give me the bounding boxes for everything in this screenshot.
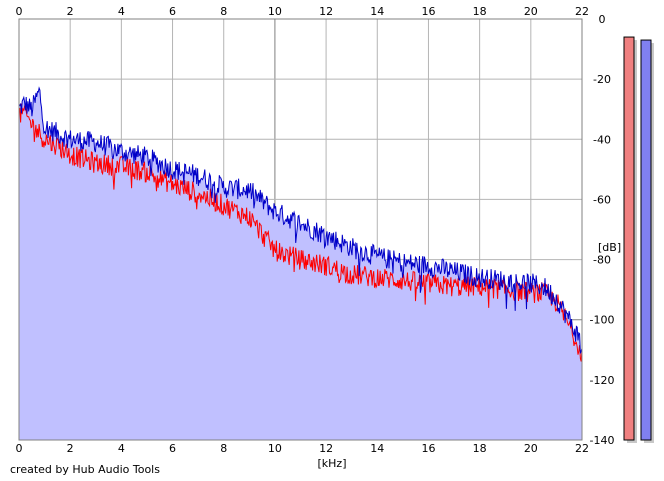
y-tick-label-3: -60 — [593, 193, 611, 206]
credit-text: created by Hub Audio Tools — [10, 463, 160, 476]
x-tick-label-bottom-7: 14 — [370, 442, 384, 455]
level-meter-0 — [623, 36, 635, 441]
y-tick-label-2: -40 — [593, 133, 611, 146]
x-tick-label-top-7: 14 — [370, 5, 384, 18]
x-tick-label-top-5: 10 — [268, 5, 282, 18]
x-tick-label-top-10: 20 — [524, 5, 538, 18]
plot-frame — [18, 18, 583, 441]
x-tick-label-bottom-6: 12 — [319, 442, 333, 455]
x-tick-label-bottom-11: 22 — [575, 442, 589, 455]
x-tick-label-bottom-2: 4 — [118, 442, 125, 455]
x-tick-label-bottom-1: 2 — [67, 442, 74, 455]
level-meter-1 — [640, 39, 652, 441]
x-tick-label-bottom-5: 10 — [268, 442, 282, 455]
y-axis-right: 0 -20 -40 -60 -80 -100 -120 -140 — [590, 13, 615, 447]
x-tick-label-top-1: 2 — [67, 5, 74, 18]
series-blue-line — [18, 86, 583, 354]
x-tick-label-bottom-4: 8 — [220, 442, 227, 455]
x-axis-top: 0 2 4 6 8 10 12 14 16 18 20 22 — [16, 5, 590, 18]
y-tick-label-0: 0 — [599, 13, 606, 26]
x-tick-label-bottom-10: 20 — [524, 442, 538, 455]
x-axis-bottom: 0 2 4 6 8 10 12 14 16 18 20 22 — [16, 442, 590, 455]
series-red-line — [18, 103, 583, 362]
x-tick-label-bottom-3: 6 — [169, 442, 176, 455]
x-tick-label-top-9: 18 — [473, 5, 487, 18]
x-tick-label-bottom-0: 0 — [16, 442, 23, 455]
y-tick-label-1: -20 — [593, 73, 611, 86]
x-tick-label-top-6: 12 — [319, 5, 333, 18]
x-tick-label-top-11: 22 — [575, 5, 589, 18]
x-tick-label-bottom-9: 18 — [473, 442, 487, 455]
x-tick-label-top-4: 8 — [220, 5, 227, 18]
y-axis-label: [dB] — [598, 241, 621, 254]
y-tick-label-7: -140 — [590, 434, 615, 447]
x-tick-label-bottom-8: 16 — [421, 442, 435, 455]
level-meters — [623, 36, 654, 444]
x-tick-label-top-8: 16 — [421, 5, 435, 18]
x-tick-label-top-3: 6 — [169, 5, 176, 18]
x-tick-label-top-2: 4 — [118, 5, 125, 18]
y-tick-label-5: -100 — [590, 314, 615, 327]
x-axis-label: [kHz] — [318, 457, 347, 470]
x-tick-label-top-0: 0 — [16, 5, 23, 18]
y-tick-label-4: -80 — [593, 254, 611, 267]
y-tick-label-6: -120 — [590, 374, 615, 387]
